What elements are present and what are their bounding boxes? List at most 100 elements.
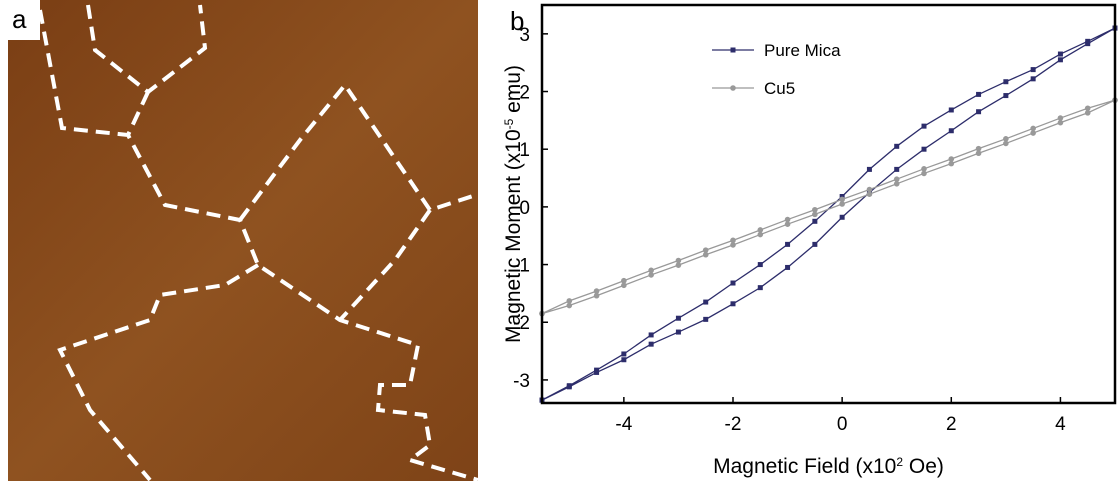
marker [812,211,818,218]
afm-panel: a [0,0,479,482]
legend-label: Cu5 [764,79,795,98]
marker [730,237,736,244]
x-axis-label-part: Oe) [903,455,944,478]
marker [785,241,791,247]
marker [648,332,654,338]
marker [839,194,845,200]
marker [839,214,845,220]
marker [976,109,982,115]
marker [621,282,627,289]
marker [893,176,900,182]
y-tick-label: 0 [519,198,530,219]
marker [1003,93,1009,99]
marker [1003,140,1009,147]
marker [1030,76,1036,82]
marker [839,201,845,207]
marker [1084,105,1091,112]
boundary [126,91,150,136]
marker [893,181,900,187]
x-axis-label-part: Magnetic Field (x10 [713,455,896,478]
marker [675,257,682,264]
marker [675,329,681,335]
marker [975,145,982,152]
marker [675,262,682,268]
marker [757,262,763,268]
y-tick-label: -3 [513,371,530,392]
y-tick-label: 2 [519,83,530,104]
boundary [338,208,432,322]
marker [730,242,736,248]
y-axis-label-part: Magnetic Moment (x10 [502,129,525,343]
marker [702,247,709,253]
marker [894,143,900,149]
marker [976,91,982,97]
marker [812,206,818,213]
x-tick-label: 4 [1055,414,1066,435]
boundary [57,263,260,482]
panel-label: b [510,6,524,36]
marker [948,128,954,134]
marker [866,186,873,193]
marker [648,341,654,347]
marker [621,277,627,284]
y-axis-label-part: emu) [502,65,525,119]
marker [621,357,627,363]
y-tick-label: 3 [519,25,530,46]
marker [757,285,763,291]
marker [730,85,736,91]
x-tick-label: 0 [837,414,848,435]
marker [1084,110,1091,116]
marker [621,351,627,357]
x-axis-label: Magnetic Field (x102 Oe) [713,455,944,478]
plot-frame [540,3,1117,405]
y-axis-label: Magnetic Moment (x10-5 emu) [502,65,525,343]
marker [566,383,572,389]
marker [1057,119,1064,126]
marker [894,166,900,172]
x-tick-label: 2 [946,414,957,435]
marker [784,216,791,223]
marker [975,150,982,157]
series-line [541,99,1116,315]
boundary [38,9,479,482]
label-box [0,0,40,40]
y-axis-label-part: -5 [502,118,516,129]
marker [730,47,736,53]
panel-label: a [12,4,27,34]
marker [593,288,600,294]
marker [594,367,600,373]
marker [757,231,764,238]
afm-image [8,0,478,481]
grain-boundaries [38,4,479,482]
chart: b -4 -2 0 2 4 -3 -2 -1 0 1 2 3 Magnetic Field (x102 … [502,3,1118,478]
marker [866,191,873,197]
y-tick-label: 1 [519,140,530,161]
marker [921,123,927,129]
marker [812,241,818,247]
marker [566,302,573,309]
marker [703,299,709,305]
marker [1085,38,1091,44]
marker [702,251,709,258]
marker [648,272,654,278]
marker [948,156,955,162]
marker [921,170,927,177]
marker [784,221,791,227]
legend-label: Pure Mica [764,41,841,60]
marker [1057,115,1064,121]
marker [648,267,654,274]
marker [921,146,927,152]
y-tick-label: -2 [513,313,530,334]
marker [593,292,600,299]
series-line [541,27,1116,401]
marker [675,315,681,321]
marker [948,107,954,113]
x-axis-label-part: 2 [896,455,903,469]
marker [921,166,927,172]
marker [812,218,818,224]
marker [948,160,955,167]
marker [1057,51,1063,57]
marker [757,227,764,233]
